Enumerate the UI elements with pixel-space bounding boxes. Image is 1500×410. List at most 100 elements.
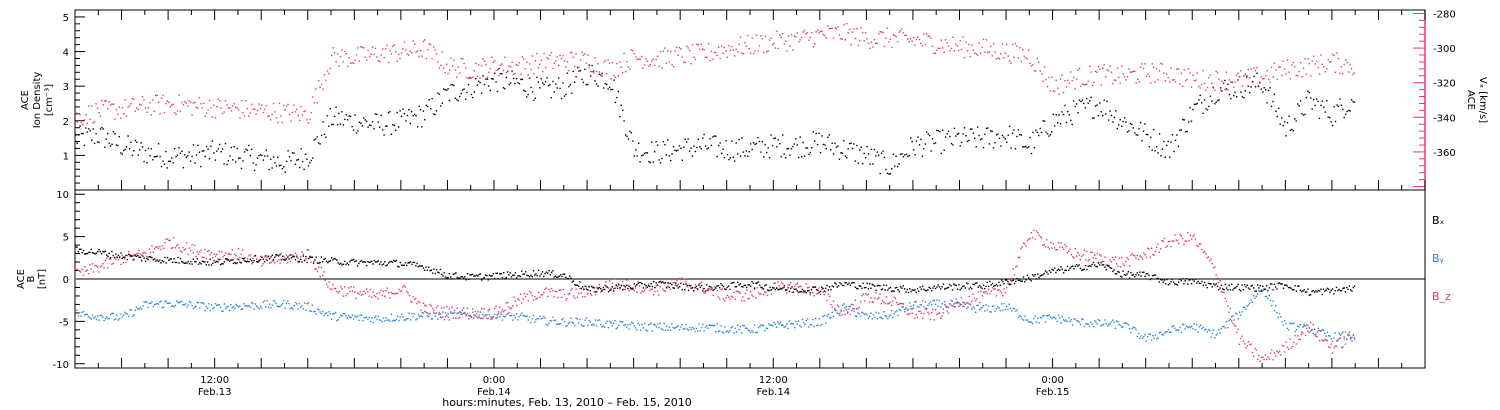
data-point — [1107, 70, 1110, 72]
data-point — [1042, 315, 1044, 317]
data-point — [859, 285, 862, 287]
data-point — [921, 45, 924, 47]
data-point — [408, 54, 410, 56]
data-point — [214, 117, 217, 119]
data-point — [637, 281, 639, 283]
data-point — [1190, 283, 1193, 285]
data-point — [1167, 284, 1170, 286]
data-point — [1349, 110, 1351, 112]
data-point — [811, 32, 813, 34]
data-point — [1271, 349, 1273, 351]
data-point — [834, 307, 836, 310]
data-point — [223, 163, 225, 165]
data-point — [340, 314, 342, 316]
data-point — [1259, 81, 1261, 83]
data-point — [697, 330, 699, 332]
data-point — [431, 318, 434, 320]
data-point — [682, 328, 685, 330]
data-point — [1014, 42, 1017, 45]
data-point — [1324, 332, 1326, 334]
data-point — [243, 115, 246, 117]
data-point — [994, 310, 996, 313]
data-point — [1118, 323, 1120, 326]
data-point — [259, 107, 262, 110]
data-point — [1262, 356, 1264, 358]
data-point — [867, 317, 870, 319]
data-point — [766, 289, 769, 291]
data-point — [184, 101, 186, 103]
data-point — [606, 286, 608, 288]
data-point — [331, 257, 333, 259]
data-point — [906, 288, 908, 291]
data-point — [416, 126, 419, 128]
data-point — [518, 299, 520, 301]
data-point — [943, 51, 945, 53]
data-point — [1017, 256, 1020, 259]
data-point — [905, 153, 908, 155]
data-point — [337, 262, 339, 264]
data-point — [642, 327, 645, 329]
data-point — [726, 153, 729, 156]
data-point — [1070, 253, 1073, 256]
data-point — [1193, 80, 1196, 82]
data-point — [461, 276, 463, 278]
data-point — [201, 256, 204, 258]
data-point — [1230, 97, 1232, 100]
data-point — [857, 44, 860, 47]
data-point — [874, 316, 876, 319]
data-point — [971, 128, 973, 130]
data-point — [633, 155, 635, 157]
data-point — [229, 155, 231, 157]
data-point — [570, 277, 572, 279]
data-point — [825, 291, 827, 293]
data-point — [447, 316, 449, 318]
data-point — [1311, 328, 1313, 331]
data-point — [387, 61, 390, 64]
data-point — [1233, 86, 1235, 88]
data-point — [1056, 320, 1058, 323]
data-point — [1221, 90, 1223, 92]
data-point — [1330, 60, 1332, 63]
data-point — [199, 307, 201, 309]
data-point — [533, 99, 535, 101]
data-point — [134, 110, 136, 112]
data-point — [719, 287, 721, 289]
data-point — [462, 312, 465, 314]
data-point — [239, 157, 241, 159]
data-point — [305, 256, 307, 258]
data-point — [1343, 338, 1345, 340]
data-point — [331, 54, 333, 57]
data-point — [526, 96, 528, 98]
data-point — [812, 45, 814, 48]
data-point — [923, 312, 925, 315]
data-point — [543, 315, 545, 318]
data-point — [1188, 239, 1190, 242]
data-point — [261, 104, 263, 106]
data-point — [676, 285, 678, 287]
data-point — [1235, 74, 1238, 76]
data-point — [1068, 269, 1070, 271]
data-point — [716, 54, 718, 57]
data-point — [934, 303, 937, 305]
data-point — [1276, 312, 1278, 314]
data-point — [230, 304, 232, 306]
data-point — [642, 291, 645, 293]
data-point — [800, 285, 802, 288]
data-point — [483, 315, 485, 318]
data-point — [1250, 299, 1252, 301]
data-point — [1174, 139, 1177, 142]
data-point — [1215, 283, 1217, 285]
data-point — [654, 286, 656, 289]
data-point — [398, 319, 400, 322]
data-point — [993, 288, 995, 290]
data-point — [322, 121, 324, 123]
data-point — [632, 287, 634, 289]
data-point — [453, 84, 455, 87]
data-point — [261, 265, 263, 267]
data-point — [528, 276, 531, 278]
data-point — [675, 282, 677, 284]
data-point — [794, 288, 796, 291]
data-point — [1056, 269, 1058, 272]
data-point — [904, 154, 906, 156]
data-point — [378, 319, 381, 321]
